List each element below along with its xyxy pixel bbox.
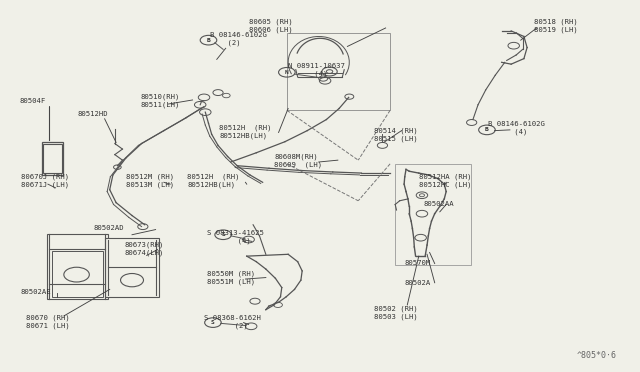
Text: 80550M (RH)
80551M (LH): 80550M (RH) 80551M (LH) xyxy=(207,270,255,285)
Bar xyxy=(42,142,63,175)
Text: 80512HA (RH)
80512HC (LH): 80512HA (RH) 80512HC (LH) xyxy=(419,173,471,188)
Text: S: S xyxy=(221,232,225,237)
Text: 80512HD: 80512HD xyxy=(78,111,109,117)
Bar xyxy=(43,144,62,173)
Text: 80504F: 80504F xyxy=(19,98,45,104)
Circle shape xyxy=(64,267,90,282)
Text: 80502AD: 80502AD xyxy=(94,225,124,231)
Text: ^805*0·6: ^805*0·6 xyxy=(576,350,616,359)
Text: 80670J (RH)
80671J (LH): 80670J (RH) 80671J (LH) xyxy=(20,173,68,188)
Text: 80512M (RH)
80513M (LH): 80512M (RH) 80513M (LH) xyxy=(125,173,174,188)
Text: B 08146-6102G
    (2): B 08146-6102G (2) xyxy=(211,32,268,46)
Text: B: B xyxy=(207,38,211,43)
Text: 80518 (RH)
80519 (LH): 80518 (RH) 80519 (LH) xyxy=(534,18,578,33)
Text: S 08368-6162H
       (2): S 08368-6162H (2) xyxy=(204,314,261,328)
Text: 80502 (RH)
80503 (LH): 80502 (RH) 80503 (LH) xyxy=(374,305,418,320)
Text: 80502AA: 80502AA xyxy=(423,201,454,207)
Text: 80502A: 80502A xyxy=(404,280,430,286)
Text: N: N xyxy=(285,70,289,75)
Circle shape xyxy=(120,273,143,287)
Bar xyxy=(47,234,108,299)
Text: B: B xyxy=(485,127,489,132)
Text: 80608M(RH)
80609  (LH): 80608M(RH) 80609 (LH) xyxy=(274,154,323,168)
Text: 80512H  (RH)
80512HB(LH): 80512H (RH) 80512HB(LH) xyxy=(220,124,272,139)
Text: 80502AE: 80502AE xyxy=(20,289,51,295)
Text: S 08313-41625
       (4): S 08313-41625 (4) xyxy=(207,230,264,244)
Text: 80514 (RH)
80515 (LH): 80514 (RH) 80515 (LH) xyxy=(374,127,418,142)
Bar xyxy=(105,238,159,297)
Text: 80605 (RH)
80606 (LH): 80605 (RH) 80606 (LH) xyxy=(248,18,292,33)
Text: 80512H  (RH)
80512HB(LH): 80512H (RH) 80512HB(LH) xyxy=(188,173,240,188)
Text: N 08911-10637
      (4): N 08911-10637 (4) xyxy=(287,63,344,77)
Bar xyxy=(394,164,471,265)
Text: 80510(RH)
80511(LH): 80510(RH) 80511(LH) xyxy=(140,94,180,108)
Bar xyxy=(52,251,103,297)
Text: S: S xyxy=(211,320,215,325)
Text: B 08146-6102G
      (4): B 08146-6102G (4) xyxy=(488,121,545,135)
Text: 80570M: 80570M xyxy=(404,260,430,266)
Text: 80673(RH)
80674(LH): 80673(RH) 80674(LH) xyxy=(124,241,164,256)
Bar xyxy=(287,33,390,110)
Text: 80670 (RH)
80671 (LH): 80670 (RH) 80671 (LH) xyxy=(26,314,69,329)
